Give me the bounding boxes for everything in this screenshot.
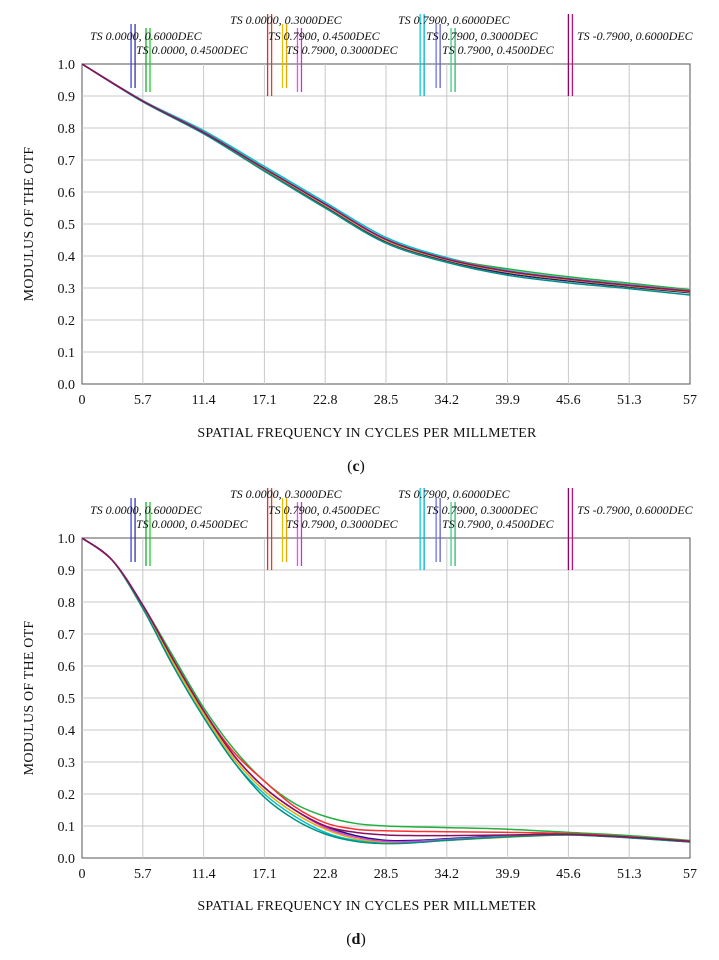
x-tick-label-d-3: 17.1 bbox=[252, 867, 277, 882]
y-tick-label-c-9: 0.9 bbox=[58, 90, 76, 105]
series-line-d-8 bbox=[81, 537, 691, 843]
legend-label-d-5: TS 0.7900, 0.3000DEC bbox=[286, 517, 399, 531]
grid-d bbox=[82, 538, 690, 858]
chart-panel-c: TS 0.0000, 0.6000DEC TS 0.0000, 0.4500DE… bbox=[22, 13, 697, 475]
legend-label-c-7: TS 0.7900, 0.3000DEC bbox=[426, 29, 539, 43]
legend-label-d-4: TS 0.7900, 0.4500DEC bbox=[268, 503, 381, 517]
chart-panel-d: TS 0.0000, 0.6000DEC TS 0.0000, 0.4500DE… bbox=[22, 487, 697, 948]
y-tick-label-d-4: 0.4 bbox=[58, 724, 76, 739]
y-ticks-c: 0.0 0.1 0.2 0.3 0.4 0.5 0.6 0.7 0.8 0.9 1.0 bbox=[58, 58, 76, 393]
legend-label-d-8: TS 0.7900, 0.4500DEC bbox=[442, 517, 555, 531]
grid-c bbox=[82, 64, 690, 384]
series-line-c-8 bbox=[81, 63, 691, 292]
y-tick-label-c-4: 0.4 bbox=[58, 250, 76, 265]
x-tick-label-d-5: 28.5 bbox=[374, 867, 399, 882]
x-tick-label-d-6: 34.2 bbox=[435, 867, 460, 882]
x-tick-label-c-9: 51.3 bbox=[617, 393, 642, 408]
legend-c: TS 0.0000, 0.6000DEC TS 0.0000, 0.4500DE… bbox=[90, 13, 694, 57]
legend-d: TS 0.0000, 0.6000DEC TS 0.0000, 0.4500DE… bbox=[90, 487, 694, 531]
x-tick-label-c-6: 34.2 bbox=[435, 393, 460, 408]
legend-markers-d bbox=[130, 488, 574, 570]
legend-label-c-3: TS 0.0000, 0.3000DEC bbox=[230, 13, 343, 27]
y-tick-label-d-0: 0.0 bbox=[58, 852, 76, 867]
panel-label-d: (d) bbox=[346, 931, 366, 948]
y-tick-label-c-7: 0.7 bbox=[58, 154, 76, 169]
x-tick-label-d-0: 0 bbox=[79, 867, 86, 882]
y-tick-label-d-3: 0.3 bbox=[58, 756, 76, 771]
y-tick-label-c-10: 1.0 bbox=[58, 58, 76, 73]
legend-label-c-2: TS 0.0000, 0.4500DEC bbox=[136, 43, 249, 57]
y-tick-label-d-6: 0.6 bbox=[58, 660, 76, 675]
x-tick-label-d-9: 51.3 bbox=[617, 867, 642, 882]
legend-label-d-7: TS 0.7900, 0.3000DEC bbox=[426, 503, 539, 517]
y-tick-label-d-2: 0.2 bbox=[58, 788, 76, 803]
panel-label-c: (c) bbox=[347, 458, 365, 475]
x-ticks-d: 0 5.7 11.4 17.1 22.8 28.5 34.2 39.9 45.6 51.3 57 bbox=[79, 867, 698, 882]
y-tick-label-c-5: 0.5 bbox=[58, 218, 76, 233]
x-tick-label-c-10: 57 bbox=[683, 393, 697, 408]
x-tick-label-c-0: 0 bbox=[79, 393, 86, 408]
x-axis-label-d: SPATIAL FREQUENCY IN CYCLES PER MILLMETE… bbox=[197, 899, 537, 914]
legend-label-c-1: TS 0.0000, 0.6000DEC bbox=[90, 29, 203, 43]
x-tick-label-d-7: 39.9 bbox=[495, 867, 520, 882]
legend-label-c-4: TS 0.7900, 0.4500DEC bbox=[268, 29, 381, 43]
legend-label-d-3: TS 0.0000, 0.3000DEC bbox=[230, 487, 343, 501]
series-line-d-3 bbox=[81, 537, 691, 842]
legend-label-c-5: TS 0.7900, 0.3000DEC bbox=[286, 43, 399, 57]
x-tick-label-c-8: 45.6 bbox=[556, 393, 581, 408]
x-tick-label-c-2: 11.4 bbox=[192, 393, 216, 408]
x-tick-label-c-4: 22.8 bbox=[313, 393, 338, 408]
x-tick-label-c-1: 5.7 bbox=[134, 393, 152, 408]
x-tick-label-c-3: 17.1 bbox=[252, 393, 277, 408]
legend-markers-c bbox=[130, 14, 574, 96]
x-tick-label-d-4: 22.8 bbox=[313, 867, 338, 882]
legend-label-c-6: TS 0.7900, 0.6000DEC bbox=[398, 13, 511, 27]
series-line-c-7 bbox=[81, 63, 691, 296]
x-tick-label-d-1: 5.7 bbox=[134, 867, 152, 882]
series-c bbox=[81, 63, 691, 296]
y-tick-label-d-9: 0.9 bbox=[58, 564, 76, 579]
legend-label-d-2: TS 0.0000, 0.4500DEC bbox=[136, 517, 249, 531]
x-axis-label-c: SPATIAL FREQUENCY IN CYCLES PER MILLMETE… bbox=[197, 426, 537, 441]
y-tick-label-c-1: 0.1 bbox=[58, 346, 76, 361]
x-tick-label-c-5: 28.5 bbox=[374, 393, 399, 408]
x-tick-label-d-2: 11.4 bbox=[192, 867, 216, 882]
legend-label-d-1: TS 0.0000, 0.6000DEC bbox=[90, 503, 203, 517]
x-ticks-c: 0 5.7 11.4 17.1 22.8 28.5 34.2 39.9 45.6 51.3 57 bbox=[79, 393, 698, 408]
y-axis-label-c: MODULUS OF THE OTF bbox=[22, 147, 37, 302]
x-tick-label-d-8: 45.6 bbox=[556, 867, 581, 882]
y-tick-label-c-8: 0.8 bbox=[58, 122, 76, 137]
y-tick-label-c-6: 0.6 bbox=[58, 186, 76, 201]
y-tick-label-c-0: 0.0 bbox=[58, 378, 76, 393]
y-tick-label-d-8: 0.8 bbox=[58, 596, 76, 611]
series-line-d-7 bbox=[81, 537, 691, 845]
y-tick-label-d-7: 0.7 bbox=[58, 628, 76, 643]
x-tick-label-c-7: 39.9 bbox=[495, 393, 520, 408]
x-tick-label-d-10: 57 bbox=[683, 867, 697, 882]
y-axis-label-d: MODULUS OF THE OTF bbox=[22, 621, 37, 776]
legend-label-d-6: TS 0.7900, 0.6000DEC bbox=[398, 487, 511, 501]
legend-label-c-9: TS -0.7900, 0.6000DEC bbox=[577, 29, 694, 43]
series-d bbox=[81, 537, 691, 845]
y-tick-label-d-5: 0.5 bbox=[58, 692, 76, 707]
legend-label-c-8: TS 0.7900, 0.4500DEC bbox=[442, 43, 555, 57]
y-ticks-d: 0.0 0.1 0.2 0.3 0.4 0.5 0.6 0.7 0.8 0.9 1.0 bbox=[58, 532, 76, 867]
legend-label-d-9: TS -0.7900, 0.6000DEC bbox=[577, 503, 694, 517]
y-tick-label-c-2: 0.2 bbox=[58, 314, 76, 329]
y-tick-label-c-3: 0.3 bbox=[58, 282, 76, 297]
y-tick-label-d-1: 0.1 bbox=[58, 820, 76, 835]
y-tick-label-d-10: 1.0 bbox=[58, 532, 76, 547]
